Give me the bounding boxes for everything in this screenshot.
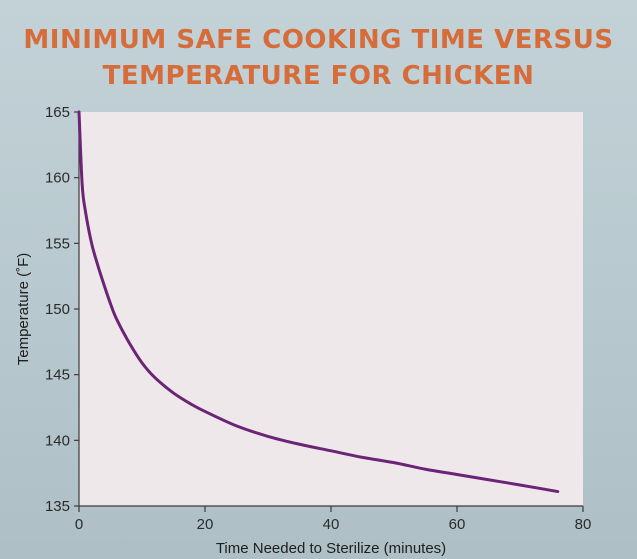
y-axis-ticks: 135 140 145 150 155 160 165 xyxy=(45,104,79,515)
y-axis-title: Temperature (˚F) xyxy=(15,253,32,366)
chart-title-line-1: MINIMUM SAFE COOKING TIME VERSUS xyxy=(23,25,614,55)
x-tick-label: 0 xyxy=(75,516,83,533)
chart-title-line-2: TEMPERATURE FOR CHICKEN xyxy=(102,61,535,91)
y-tick-label: 150 xyxy=(45,301,70,318)
y-tick-label: 155 xyxy=(45,235,70,252)
y-tick-label: 160 xyxy=(45,170,70,187)
y-tick-label: 145 xyxy=(45,367,70,384)
x-tick-label: 40 xyxy=(323,516,340,533)
x-tick-label: 60 xyxy=(449,516,466,533)
x-axis-title: Time Needed to Sterilize (minutes) xyxy=(216,540,446,557)
y-tick-label: 140 xyxy=(45,432,70,449)
series-line xyxy=(77,110,560,494)
x-axis-ticks: 0 20 40 60 80 xyxy=(75,506,592,533)
x-tick-label: 80 xyxy=(575,516,592,533)
x-tick-label: 20 xyxy=(197,516,214,533)
y-tick-label: 135 xyxy=(45,498,70,515)
y-tick-label: 165 xyxy=(45,104,70,121)
plot-area xyxy=(79,112,583,506)
